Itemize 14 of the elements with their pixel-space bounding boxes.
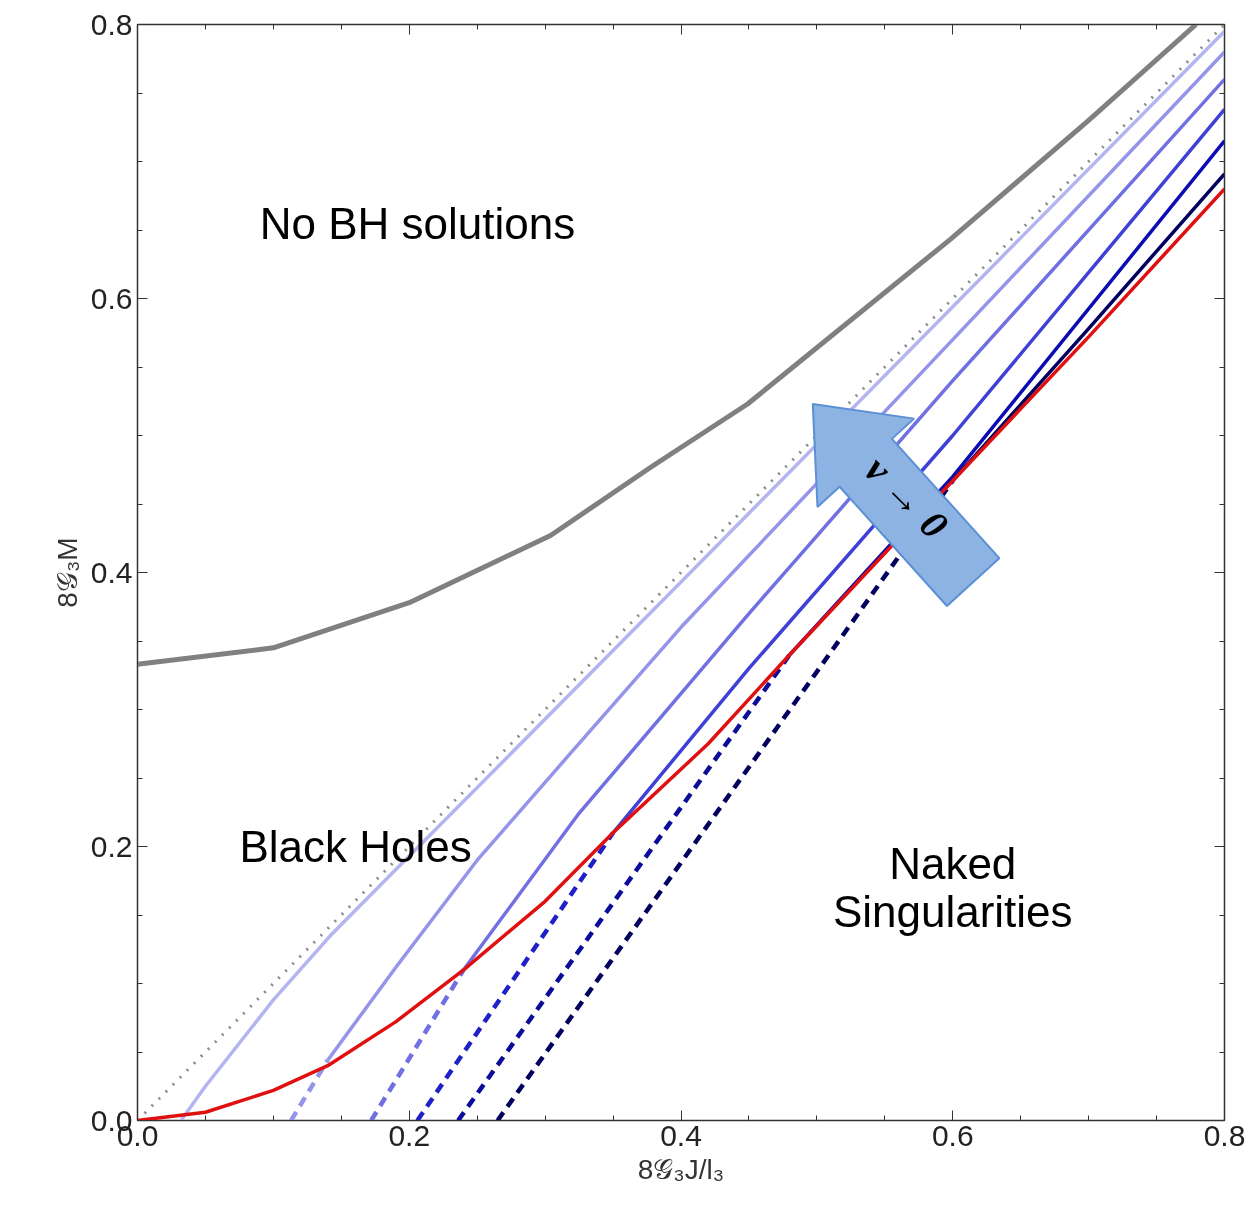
annotation: Naked Singularities <box>832 839 1073 937</box>
x-tick-label: 0.8 <box>1203 1118 1246 1152</box>
y-tick-label: 0.2 <box>90 829 133 863</box>
y-tick-label: 0.4 <box>90 555 133 589</box>
y-tick-label: 0.8 <box>90 7 133 41</box>
annotation: Black Holes <box>239 822 472 871</box>
x-tick-label: 0.6 <box>931 1118 974 1152</box>
x-tick-label: 0.4 <box>660 1118 702 1152</box>
annotation: No BH solutions <box>259 198 576 248</box>
annotation: ν → 0 <box>856 446 958 548</box>
x-axis-title: 8𝒢₃J/l₃ <box>637 1153 725 1185</box>
y-tick-label: 0.6 <box>90 281 133 315</box>
y-axis-title: 8𝒢₃M <box>51 537 83 608</box>
x-tick-label: 0.2 <box>388 1118 431 1152</box>
